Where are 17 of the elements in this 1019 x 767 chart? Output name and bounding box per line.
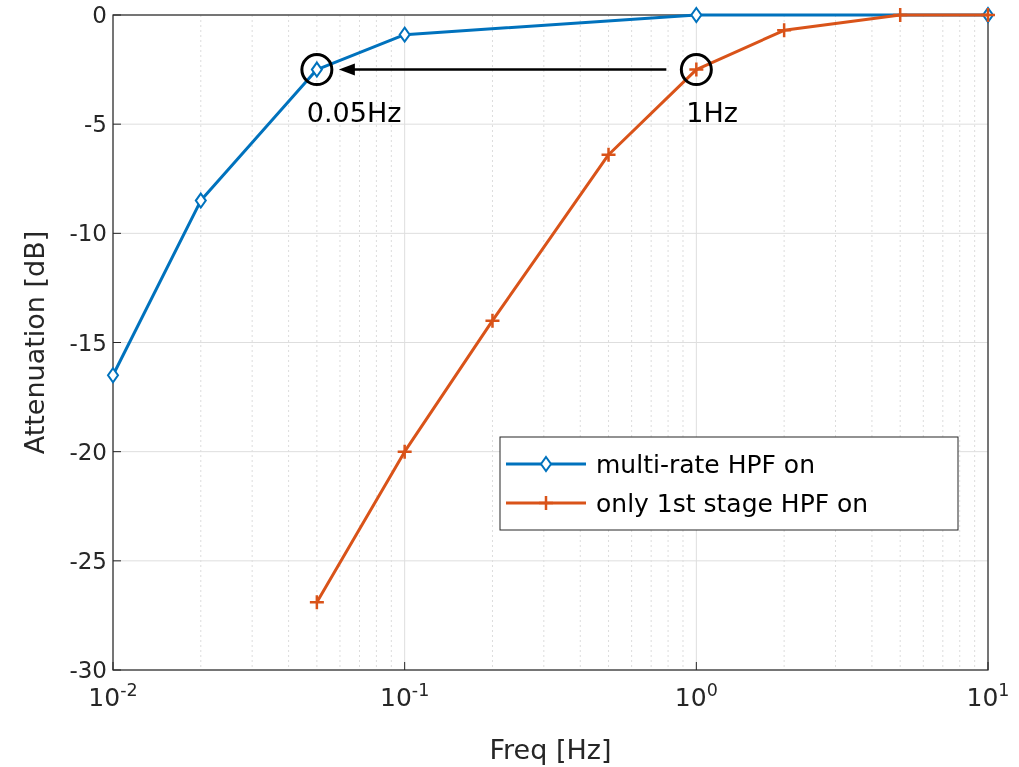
y-tick-label: -15 — [69, 329, 107, 356]
y-tick-label: 0 — [92, 2, 107, 28]
y-tick-label: -10 — [69, 220, 107, 247]
x-tick-label: 10$^{0}$ — [674, 680, 718, 712]
y-axis-title: Attenuation [dB] — [19, 230, 50, 455]
y-tick-label: -5 — [84, 111, 107, 138]
x-tick-label: 10$^{1}$ — [966, 680, 1010, 712]
legend-label: multi-rate HPF on — [596, 450, 815, 479]
legend-label: only 1st stage HPF on — [596, 489, 869, 518]
x-axis-title: Freq [Hz] — [489, 734, 612, 765]
x-tick-label: 10$^{-1}$ — [380, 680, 430, 712]
y-tick-label: -25 — [69, 547, 107, 574]
annotation: 0.05Hz — [306, 96, 402, 128]
y-tick-label: -30 — [69, 657, 107, 683]
y-tick-label: -20 — [69, 438, 107, 465]
annotation: 1Hz — [686, 96, 738, 128]
x-tick-label: 10$^{-2}$ — [88, 680, 138, 712]
